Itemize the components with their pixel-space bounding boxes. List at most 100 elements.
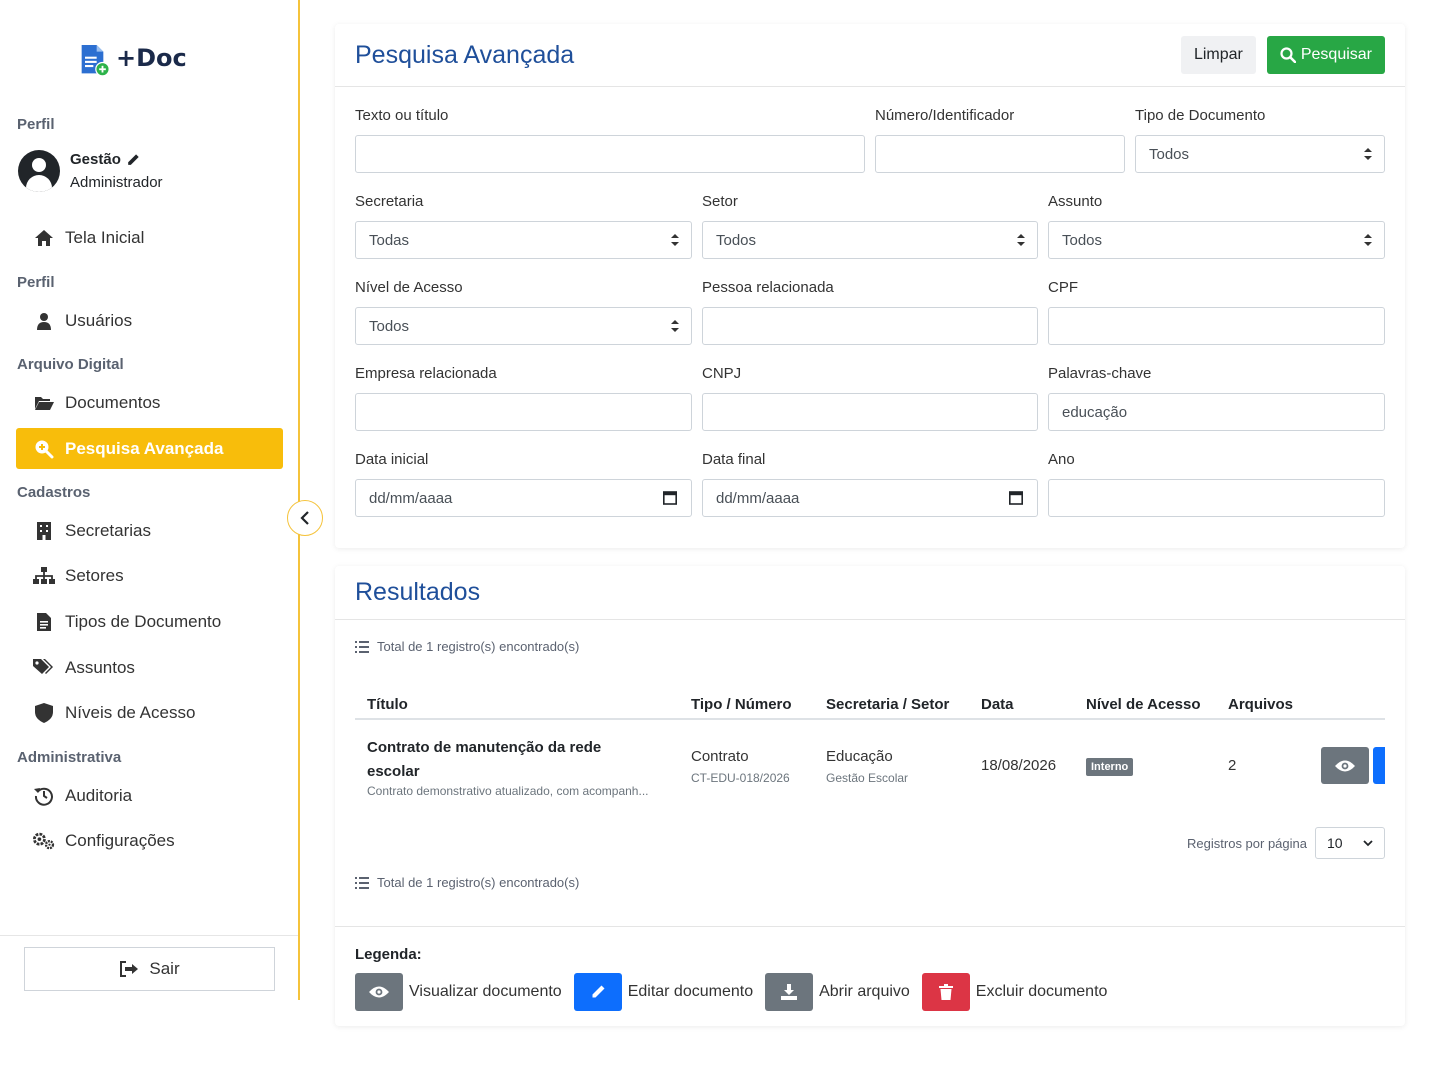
calendar-icon[interactable] — [1009, 490, 1023, 505]
col-title[interactable]: Título — [367, 696, 408, 713]
person-input[interactable] — [702, 307, 1038, 345]
results-total-text-bottom: Total de 1 registro(s) encontrado(s) — [377, 875, 580, 890]
sitemap-icon — [33, 565, 55, 587]
collapse-sidebar-button[interactable] — [287, 500, 323, 536]
legend-title: Legenda: — [355, 946, 422, 963]
end-date-value: dd/mm/aaaa — [716, 489, 800, 507]
access-select[interactable]: Todos — [355, 307, 692, 345]
start-date-label: Data inicial — [355, 451, 429, 468]
legend: Visualizar documento Editar documento Ab… — [355, 973, 1113, 1011]
sector-label: Setor — [702, 193, 738, 210]
secretariat-label: Secretaria — [355, 193, 424, 210]
cnpj-label: CNPJ — [702, 365, 742, 382]
tags-icon — [33, 657, 55, 679]
doc-type-select[interactable]: Todos — [1135, 135, 1385, 173]
search-button[interactable]: Pesquisar — [1266, 36, 1385, 74]
user-profile: Gestão Administrador — [18, 150, 163, 192]
document-logo-icon — [81, 45, 110, 77]
secretariat-value: Todas — [369, 231, 410, 249]
legend-view-label: Visualizar documento — [409, 983, 562, 1000]
results-total-text: Total de 1 registro(s) encontrado(s) — [377, 639, 580, 654]
nav-users-label: Usuários — [65, 311, 133, 330]
number-label: Número/Identificador — [875, 107, 1015, 124]
nav-sectors-label: Setores — [65, 566, 124, 585]
col-secretariat-sector[interactable]: Secretaria / Setor — [826, 696, 950, 713]
sort-caret-icon — [1364, 234, 1372, 246]
section-perfil: Perfil — [17, 274, 55, 291]
nav-settings-label: Configurações — [65, 831, 175, 850]
clear-button[interactable]: Limpar — [1180, 36, 1256, 74]
nav-secretariats[interactable]: Secretarias — [16, 511, 283, 551]
nav-access-levels[interactable]: Níveis de Acesso — [16, 693, 283, 733]
company-input[interactable] — [355, 393, 692, 431]
app-logo[interactable]: +Doc — [80, 42, 187, 78]
row-title[interactable]: Contrato de manutenção da rede escolar — [367, 739, 602, 780]
eye-icon — [1335, 760, 1355, 771]
row-description: Contrato demonstrativo atualizado, com a… — [367, 784, 649, 798]
start-date-input[interactable]: dd/mm/aaaa — [355, 479, 692, 517]
section-profile: Perfil — [17, 116, 55, 133]
field-keywords: Palavras-chave educação — [1048, 365, 1385, 431]
sidebar: +Doc Perfil Gestão Administrador Tela In… — [0, 0, 300, 1000]
shield-icon — [33, 702, 55, 724]
nav-subjects[interactable]: Assuntos — [16, 648, 283, 688]
field-company: Empresa relacionada — [355, 365, 692, 431]
table-row[interactable]: Contrato de manutenção da rede escolar C… — [355, 721, 1385, 811]
field-sector: Setor Todos — [702, 193, 1038, 259]
pencil-icon[interactable] — [126, 153, 140, 167]
sort-caret-icon — [1364, 148, 1372, 160]
field-end-date: Data final dd/mm/aaaa — [702, 451, 1038, 517]
end-date-input[interactable]: dd/mm/aaaa — [702, 479, 1038, 517]
profile-role: Administrador — [70, 174, 163, 191]
edit-document-button[interactable] — [1373, 747, 1385, 784]
nav-home[interactable]: Tela Inicial — [16, 218, 283, 258]
row-sector: Gestão Escolar — [826, 771, 909, 785]
text-input[interactable] — [355, 135, 865, 173]
sector-select[interactable]: Todos — [702, 221, 1038, 259]
row-type: Contrato — [691, 748, 749, 765]
section-archive: Arquivo Digital — [17, 356, 124, 373]
nav-advanced-search[interactable]: Pesquisa Avançada — [16, 428, 283, 469]
section-admin: Administrativa — [17, 749, 122, 766]
calendar-icon[interactable] — [663, 490, 677, 505]
sort-caret-icon — [671, 234, 679, 246]
nav-access-levels-label: Níveis de Acesso — [65, 703, 196, 722]
pencil-icon — [592, 985, 605, 998]
subject-select[interactable]: Todos — [1048, 221, 1385, 259]
logout-button[interactable]: Sair — [24, 947, 275, 991]
nav-sectors[interactable]: Setores — [16, 556, 283, 596]
field-number: Número/Identificador — [875, 107, 1125, 173]
col-access-level[interactable]: Nível de Acesso — [1086, 696, 1201, 713]
list-icon — [355, 876, 369, 889]
col-files[interactable]: Arquivos — [1228, 696, 1294, 713]
cpf-input[interactable] — [1048, 307, 1385, 345]
per-page-control: Registros por página 10 — [1187, 827, 1385, 859]
nav-documents[interactable]: Documentos — [16, 383, 283, 423]
keywords-input[interactable]: educação — [1048, 393, 1385, 431]
nav-audit[interactable]: Auditoria — [16, 776, 283, 816]
access-label: Nível de Acesso — [355, 279, 463, 296]
col-type-number[interactable]: Tipo / Número — [691, 696, 792, 713]
search-plus-icon — [33, 438, 55, 460]
eye-icon — [369, 986, 389, 998]
nav-settings[interactable]: Configurações — [16, 821, 283, 861]
year-input[interactable] — [1048, 479, 1385, 517]
row-files: 2 — [1228, 757, 1237, 774]
nav-users[interactable]: Usuários — [16, 301, 283, 341]
number-input[interactable] — [875, 135, 1125, 173]
chevron-left-icon — [300, 511, 309, 525]
view-document-button[interactable] — [1321, 747, 1369, 784]
nav-doc-types[interactable]: Tipos de Documento — [16, 602, 283, 642]
sort-caret-icon — [671, 320, 679, 332]
page-title: Pesquisa Avançada — [355, 40, 575, 69]
subject-label: Assunto — [1048, 193, 1103, 210]
cnpj-input[interactable] — [702, 393, 1038, 431]
col-date[interactable]: Data — [981, 696, 1014, 713]
company-label: Empresa relacionada — [355, 365, 497, 382]
per-page-select[interactable]: 10 — [1315, 827, 1385, 859]
person-label: Pessoa relacionada — [702, 279, 834, 296]
sector-value: Todos — [716, 231, 757, 249]
sidebar-footer: Sair — [0, 935, 298, 1000]
secretariat-select[interactable]: Todas — [355, 221, 692, 259]
per-page-value: 10 — [1327, 835, 1343, 851]
